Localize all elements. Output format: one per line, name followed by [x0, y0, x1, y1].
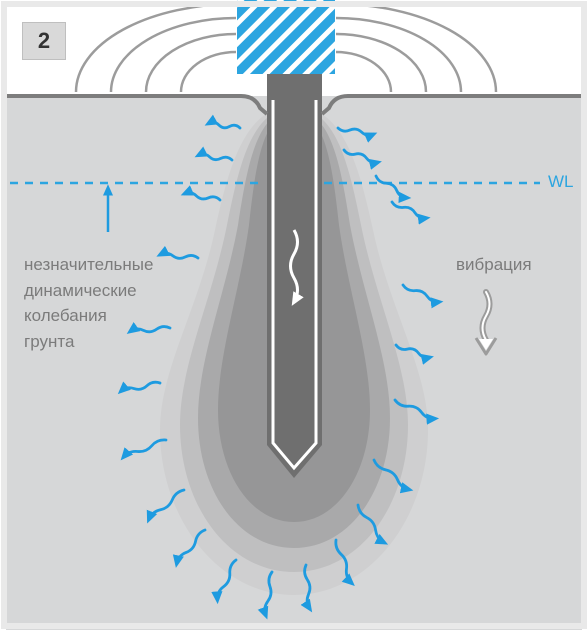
vibro-driver-block [237, 0, 335, 74]
vibration-arcs-left [76, 4, 236, 92]
ground-oscillation-label: незначительные динамические колебания гр… [24, 252, 153, 354]
vibration-label: вибрация [456, 252, 532, 278]
step-number: 2 [38, 28, 50, 54]
diagram-canvas: 2 WL незначительные динамические колебан… [0, 0, 588, 630]
step-badge: 2 [22, 22, 66, 60]
water-level-label: WL [548, 172, 574, 192]
vibration-arcs-right [336, 4, 496, 92]
